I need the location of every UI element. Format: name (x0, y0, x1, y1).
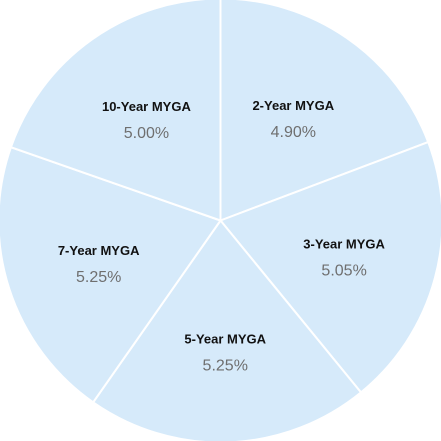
slice-label: 3-Year MYGA (303, 237, 385, 252)
slice-label: 10-Year MYGA (102, 99, 191, 114)
slice-value-label: 5.25% (203, 357, 248, 374)
pie-slice-10-year-myga (9, 0, 222, 222)
pie-slice-7-year-myga (0, 145, 223, 404)
slice-label: 7-Year MYGA (58, 243, 140, 258)
slice-label: 5-Year MYGA (184, 331, 266, 346)
pie-slice-3-year-myga (218, 140, 441, 394)
slice-value-label: 5.25% (76, 269, 121, 286)
slice-value-label: 5.00% (124, 125, 169, 142)
slice-value-label: 4.90% (271, 124, 316, 141)
pie-labels: 2-Year MYGA 4.90% 3-Year MYGA 5.05% 5-Year M… (58, 98, 386, 374)
pie-slice-2-year-myga (219, 0, 430, 222)
slice-value-label: 5.05% (321, 263, 366, 280)
slice-label: 2-Year MYGA (252, 98, 334, 113)
pie-slice-5-year-myga (91, 218, 363, 441)
